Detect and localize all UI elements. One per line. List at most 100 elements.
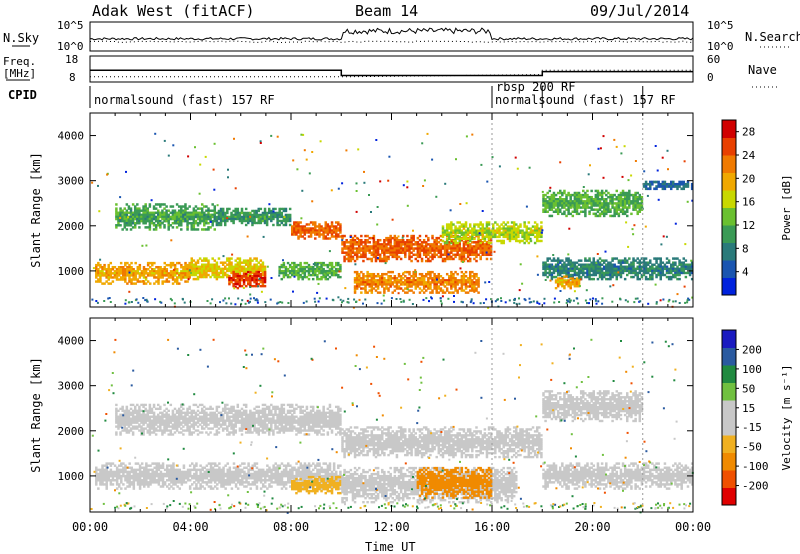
echo-cell <box>240 265 244 269</box>
echo-cell <box>429 251 432 254</box>
echo-cell <box>198 211 202 215</box>
echo-cell <box>203 269 206 273</box>
echo-point <box>602 176 605 179</box>
echo-cell <box>544 210 547 213</box>
echo-cell <box>525 237 528 241</box>
echo-point <box>287 302 290 304</box>
echo-cell <box>617 200 621 203</box>
echo-cell <box>554 281 558 284</box>
echo-cell <box>167 213 170 217</box>
echo-cell <box>171 278 175 281</box>
echo-cell <box>278 211 281 215</box>
echo-cell <box>360 241 363 244</box>
echo-cell <box>157 464 161 467</box>
echo-cell <box>171 213 175 217</box>
echo-cell <box>525 229 528 232</box>
echo-cell <box>567 210 570 213</box>
echo-cell <box>282 269 286 273</box>
echo-cell <box>420 283 424 286</box>
echo-cell <box>242 259 246 262</box>
echo-cell <box>167 280 171 283</box>
echo-cell <box>343 245 346 248</box>
echo-cell <box>291 269 294 273</box>
echo-cell <box>364 243 367 246</box>
echo-cell <box>575 285 579 288</box>
echo-cell <box>626 269 629 273</box>
echo-cell <box>602 198 606 201</box>
echo-cell <box>596 269 600 273</box>
echo-cell <box>358 277 361 280</box>
echo-cell <box>200 207 204 210</box>
echo-cell <box>249 213 252 217</box>
echo-cell <box>172 466 175 470</box>
echo-cell <box>299 273 302 277</box>
echo-cell <box>211 203 214 206</box>
echo-cell <box>404 279 407 282</box>
echo-cell <box>146 263 150 267</box>
echo-cell <box>473 272 476 276</box>
echo-cell <box>172 464 175 467</box>
echo-cell <box>602 214 606 218</box>
echo-cell <box>684 263 688 266</box>
echo-cell <box>301 231 304 234</box>
echo-cell <box>686 265 690 269</box>
echo-cell <box>297 275 300 279</box>
echo-cell <box>163 481 167 484</box>
echo-cell <box>418 279 422 282</box>
scatter-points <box>91 132 694 309</box>
echo-cell <box>623 269 627 273</box>
echo-cell <box>515 235 518 239</box>
echo-cell <box>153 466 156 470</box>
echo-point <box>358 298 361 301</box>
echo-cell <box>460 283 464 286</box>
echo-cell <box>115 274 119 277</box>
echo-cell <box>123 211 126 215</box>
echo-cell <box>257 269 260 273</box>
echo-cell <box>163 224 166 227</box>
echo-cell <box>552 271 556 275</box>
echo-point <box>529 237 532 240</box>
echo-cell <box>337 261 340 265</box>
echo-cell <box>680 269 683 273</box>
echo-cell <box>132 270 135 273</box>
echo-cell <box>462 231 466 234</box>
freq-panel-frame <box>89 55 694 83</box>
echo-cell <box>609 200 612 203</box>
echo-cell <box>678 259 681 262</box>
echo-cell <box>619 198 623 201</box>
echo-cell <box>414 272 418 276</box>
echo-point <box>528 166 531 169</box>
echo-cell <box>330 267 334 271</box>
echo-cell <box>605 206 608 209</box>
echo-cell <box>136 209 139 212</box>
echo-cell <box>133 205 137 208</box>
echo-cell <box>542 202 545 205</box>
echo-cell <box>468 257 472 261</box>
echo-cell <box>445 283 449 286</box>
echo-cell <box>617 273 621 277</box>
echo-cell <box>523 231 526 234</box>
echo-point <box>226 217 229 220</box>
echo-cell <box>579 195 583 199</box>
echo-cell <box>397 281 401 284</box>
echo-cell <box>171 226 175 229</box>
echo-cell <box>544 273 547 277</box>
echo-cell <box>121 211 124 215</box>
echo-cell <box>270 213 273 217</box>
echo-point <box>657 198 660 201</box>
echo-cell <box>205 259 208 262</box>
echo-cell <box>157 280 160 283</box>
echo-cell <box>316 225 319 228</box>
echo-cell <box>347 253 351 257</box>
echo-cell <box>458 255 461 259</box>
echo-cell <box>567 273 570 277</box>
echo-cell <box>176 470 179 474</box>
echo-cell <box>198 269 202 273</box>
echo-cell <box>173 215 177 219</box>
echo-cell <box>142 207 145 210</box>
echo-cell <box>577 271 581 275</box>
echo-cell <box>370 281 374 284</box>
echo-cell <box>138 487 142 490</box>
echo-cell <box>219 207 223 211</box>
echo-cell <box>347 259 351 263</box>
